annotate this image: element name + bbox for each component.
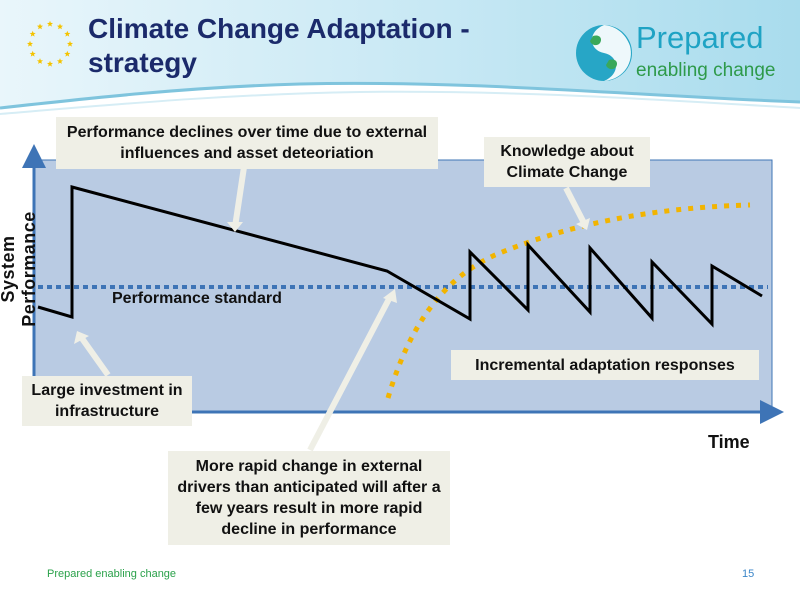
eu-star-icon	[64, 30, 71, 37]
slide-header: Climate Change Adaptation - strategy Pre…	[0, 0, 800, 120]
knowledge-pointer	[563, 186, 587, 225]
eu-star-icon	[29, 50, 36, 57]
page-number: 15	[742, 568, 755, 580]
eu-star-icon	[36, 23, 44, 30]
eu-star-icon	[66, 40, 74, 47]
investment-pointer	[78, 335, 111, 377]
y-axis-label: System Performance	[0, 211, 39, 327]
brand-tagline: enabling change	[636, 60, 776, 81]
eu-star-icon	[26, 40, 34, 47]
eu-stars-logo	[26, 20, 74, 67]
rapid-change-pointer	[307, 295, 393, 452]
performance-standard-label: Performance standard	[112, 290, 282, 307]
eu-star-icon	[29, 30, 36, 37]
eu-star-icon	[64, 50, 71, 57]
slide-title: Climate Change Adaptation - strategy	[88, 13, 470, 78]
knowledge-pointer-head	[576, 218, 590, 230]
eu-star-icon	[36, 58, 44, 64]
knowledge-callout: Knowledge about Climate Change	[484, 137, 650, 187]
decline-callout: Performance declines over time due to ex…	[56, 117, 438, 169]
brand-name: Prepared	[636, 20, 764, 55]
decline-pointer	[232, 166, 247, 228]
eu-star-icon	[56, 23, 64, 30]
x-axis-label: Time	[708, 432, 750, 452]
rapid-change-pointer-head	[383, 289, 397, 303]
eu-star-icon	[46, 60, 54, 67]
eu-star-icon	[46, 20, 54, 27]
investment-pointer-head	[74, 331, 89, 344]
investment-callout: Large investment in infrastructure	[22, 376, 192, 426]
eu-star-icon	[56, 58, 64, 64]
footer-text: Prepared enabling change	[47, 568, 177, 580]
decline-pointer-head	[227, 222, 243, 232]
incremental-callout: Incremental adaptation responses	[451, 350, 759, 380]
rapid-change-callout: More rapid change in external drivers th…	[168, 451, 450, 545]
performance-line	[37, 185, 763, 328]
prepared-globe-icon	[576, 25, 632, 81]
